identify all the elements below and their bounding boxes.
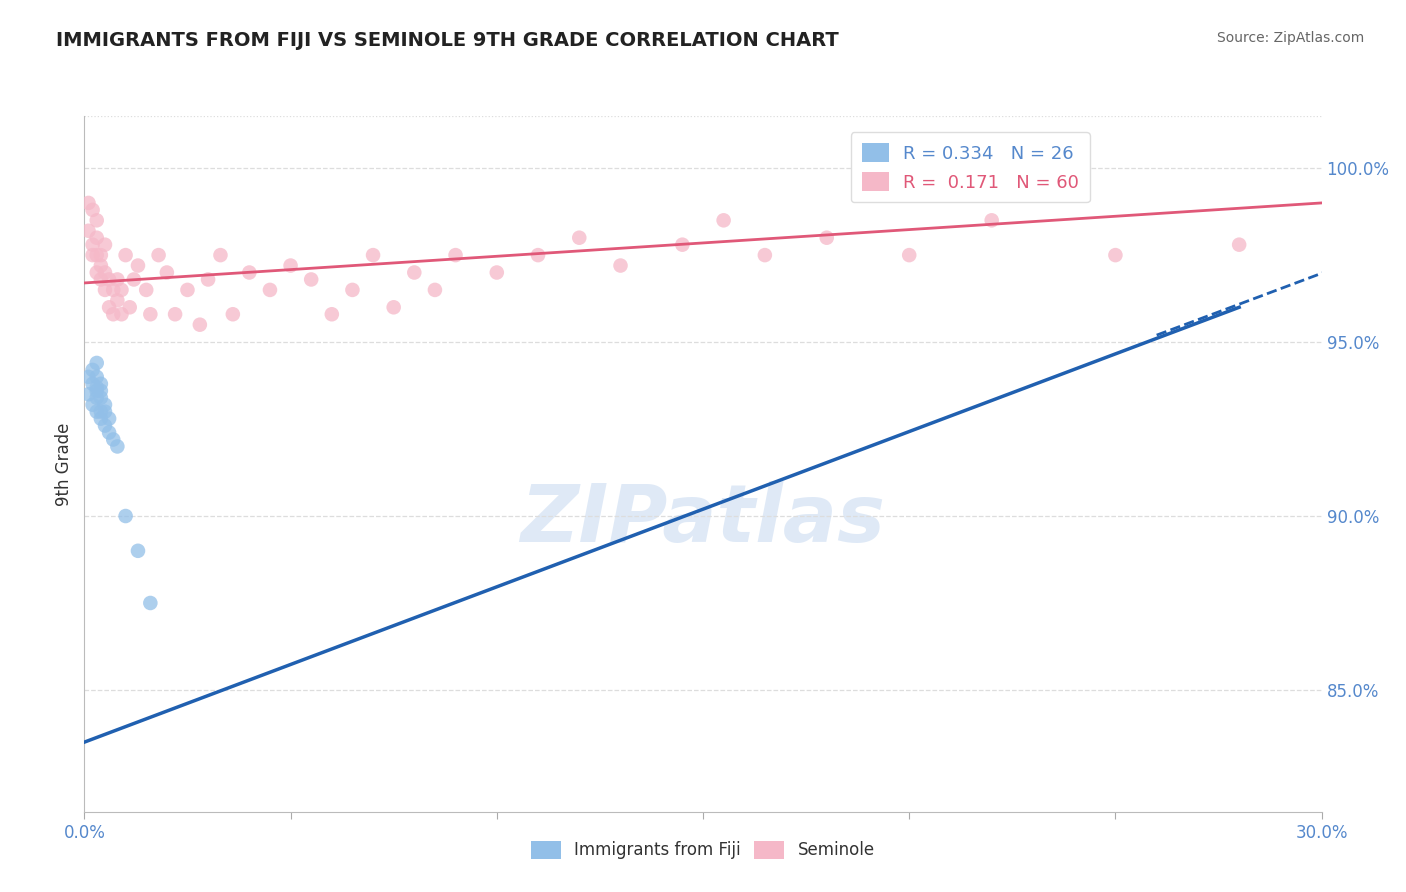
Point xyxy=(82,398,104,412)
Point xyxy=(103,433,125,447)
Point xyxy=(94,398,117,412)
Point xyxy=(105,272,128,286)
Point xyxy=(94,237,117,252)
Point xyxy=(103,307,125,321)
Point xyxy=(165,307,187,321)
Point xyxy=(86,356,108,370)
Point xyxy=(82,363,104,377)
Point xyxy=(98,411,121,425)
Point xyxy=(90,384,112,398)
Point xyxy=(77,224,100,238)
Point xyxy=(197,272,219,286)
Point xyxy=(86,265,108,279)
Point xyxy=(90,391,112,405)
Point xyxy=(671,237,693,252)
Point xyxy=(86,213,108,227)
Point xyxy=(90,404,112,418)
Point xyxy=(98,425,121,440)
Point xyxy=(222,307,245,321)
Point xyxy=(98,272,121,286)
Point xyxy=(86,230,108,244)
Point xyxy=(82,376,104,391)
Point xyxy=(527,248,550,262)
Point xyxy=(898,248,921,262)
Point xyxy=(568,230,591,244)
Point xyxy=(713,213,735,227)
Point xyxy=(86,380,108,394)
Point xyxy=(105,293,128,308)
Point xyxy=(110,307,132,321)
Point xyxy=(156,265,179,279)
Point xyxy=(94,283,117,297)
Point xyxy=(118,300,141,314)
Point xyxy=(98,300,121,314)
Point xyxy=(609,259,631,273)
Point xyxy=(90,411,112,425)
Point xyxy=(127,543,149,558)
Point xyxy=(148,248,170,262)
Point xyxy=(382,300,405,314)
Point xyxy=(103,283,125,297)
Point xyxy=(90,248,112,262)
Text: IMMIGRANTS FROM FIJI VS SEMINOLE 9TH GRADE CORRELATION CHART: IMMIGRANTS FROM FIJI VS SEMINOLE 9TH GRA… xyxy=(56,31,839,50)
Point xyxy=(90,272,112,286)
Text: ZIPatlas: ZIPatlas xyxy=(520,481,886,558)
Point xyxy=(209,248,232,262)
Point xyxy=(423,283,446,297)
Point xyxy=(135,283,157,297)
Point xyxy=(82,237,104,252)
Point xyxy=(238,265,260,279)
Text: Source: ZipAtlas.com: Source: ZipAtlas.com xyxy=(1216,31,1364,45)
Point xyxy=(754,248,776,262)
Point xyxy=(86,248,108,262)
Point xyxy=(82,248,104,262)
Point xyxy=(404,265,426,279)
Point xyxy=(94,418,117,433)
Point xyxy=(105,439,128,453)
Point xyxy=(86,391,108,405)
Legend: Immigrants from Fiji, Seminole: Immigrants from Fiji, Seminole xyxy=(524,834,882,866)
Point xyxy=(90,376,112,391)
Point xyxy=(77,195,100,210)
Point xyxy=(188,318,211,332)
Point xyxy=(980,213,1002,227)
Point xyxy=(127,259,149,273)
Point xyxy=(259,283,281,297)
Y-axis label: 9th Grade: 9th Grade xyxy=(55,422,73,506)
Point xyxy=(280,259,302,273)
Point xyxy=(122,272,145,286)
Point xyxy=(110,283,132,297)
Point xyxy=(815,230,838,244)
Point xyxy=(90,259,112,273)
Point xyxy=(94,265,117,279)
Point xyxy=(485,265,508,279)
Point xyxy=(94,404,117,418)
Point xyxy=(114,248,136,262)
Point xyxy=(139,307,162,321)
Point xyxy=(77,369,100,384)
Point xyxy=(444,248,467,262)
Point xyxy=(342,283,364,297)
Point xyxy=(299,272,322,286)
Point xyxy=(86,404,108,418)
Point xyxy=(139,596,162,610)
Point xyxy=(361,248,384,262)
Point xyxy=(114,508,136,523)
Point xyxy=(86,384,108,398)
Point xyxy=(1104,248,1126,262)
Point xyxy=(321,307,343,321)
Point xyxy=(1227,237,1250,252)
Point xyxy=(176,283,198,297)
Point xyxy=(82,202,104,217)
Point xyxy=(86,369,108,384)
Point xyxy=(77,387,100,401)
